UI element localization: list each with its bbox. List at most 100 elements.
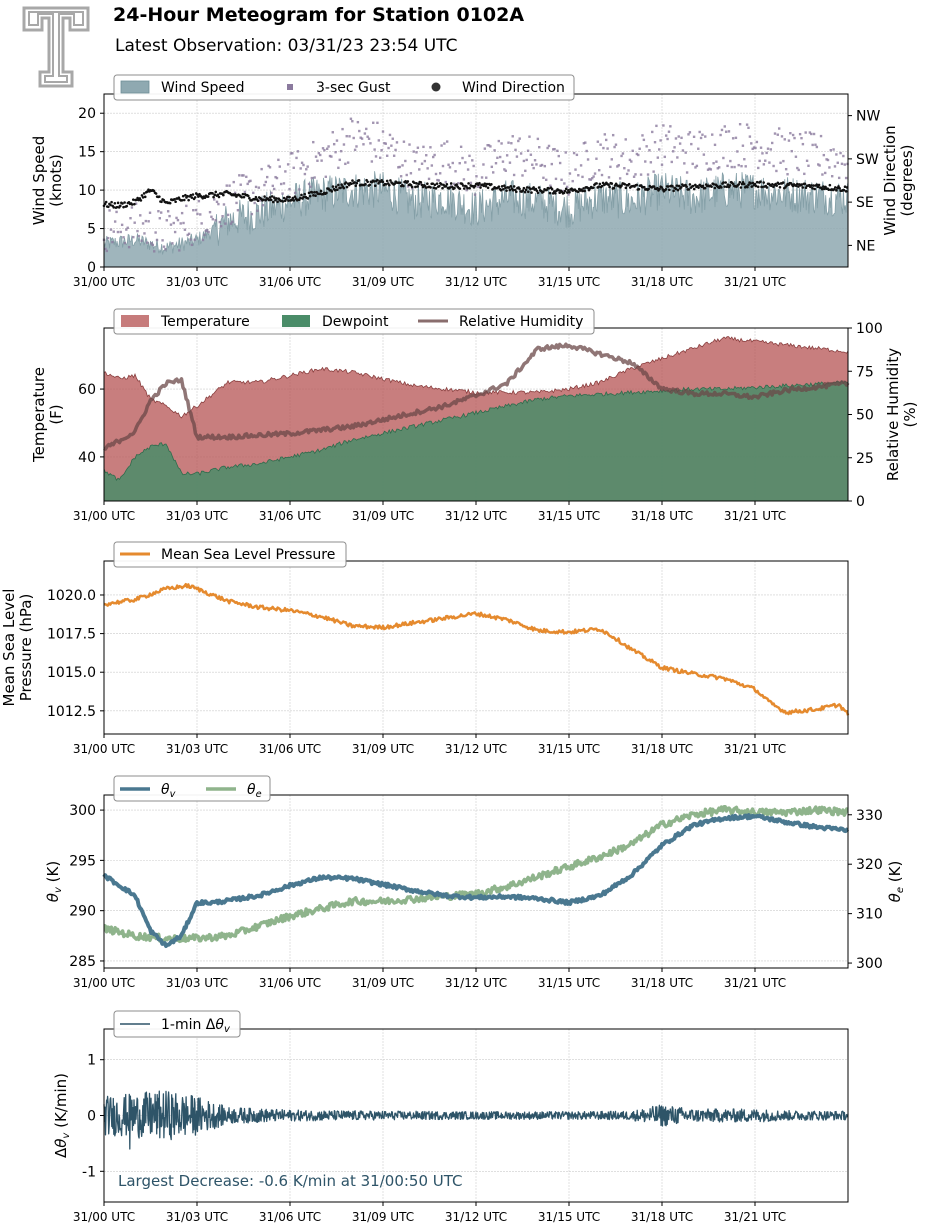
gust-point bbox=[637, 153, 640, 157]
x-tick-label: 31/06 UTC bbox=[259, 976, 321, 990]
gust-point bbox=[183, 228, 187, 231]
gust-point bbox=[458, 162, 461, 165]
wind-direction-point bbox=[694, 183, 697, 187]
chart-legend: Wind Speed 3-sec Gust Wind Direction bbox=[113, 74, 575, 101]
legend-swatch-gust bbox=[287, 84, 293, 90]
theta-v-line bbox=[102, 813, 850, 948]
gust-point bbox=[408, 143, 411, 146]
gust-point bbox=[444, 180, 447, 184]
y2-tick-label: 0 bbox=[856, 494, 865, 510]
gust-point bbox=[272, 187, 276, 191]
wind-direction-point bbox=[393, 182, 397, 185]
wind-direction-point bbox=[180, 198, 184, 202]
gust-point bbox=[737, 163, 740, 167]
gust-point bbox=[695, 164, 699, 168]
gust-point bbox=[207, 230, 210, 234]
gust-point bbox=[199, 213, 202, 216]
gust-point bbox=[447, 163, 450, 166]
gust-point bbox=[715, 160, 718, 163]
gust-point bbox=[215, 200, 219, 204]
wind-panel: 31/00 UTC 31/03 UTC 31/06 UTC 31/09 UTC 31/1… bbox=[30, 74, 916, 289]
wind-direction-point bbox=[211, 192, 214, 195]
gust-point bbox=[250, 212, 254, 216]
gust-point bbox=[507, 141, 510, 144]
gust-point bbox=[776, 133, 779, 136]
wind-direction-point bbox=[479, 186, 482, 189]
gust-point bbox=[681, 149, 685, 152]
gust-point bbox=[837, 176, 841, 180]
gust-point bbox=[136, 229, 139, 233]
wind-direction-point bbox=[410, 185, 414, 189]
wind-direction-point bbox=[154, 192, 158, 195]
gust-point bbox=[399, 175, 403, 178]
wind-direction-point bbox=[138, 197, 142, 200]
x-tick-label: 31/12 UTC bbox=[445, 976, 507, 990]
gust-point bbox=[482, 163, 485, 166]
wind-direction-point bbox=[811, 186, 814, 190]
wind-direction-point bbox=[406, 180, 410, 183]
y2-tick-label: 25 bbox=[856, 451, 874, 467]
wind-direction-point bbox=[724, 181, 728, 184]
pressure-line bbox=[103, 582, 850, 716]
y-axis-label-text: θv (K) bbox=[44, 861, 64, 902]
wind-direction-point bbox=[647, 187, 650, 191]
page-title: 24-Hour Meteogram for Station 0102A bbox=[113, 4, 525, 26]
gust-point bbox=[646, 173, 650, 176]
gust-point bbox=[660, 163, 664, 166]
wind-direction-point bbox=[333, 188, 337, 192]
gust-point bbox=[821, 173, 824, 176]
gust-point bbox=[369, 142, 372, 145]
wind-direction-point bbox=[413, 181, 416, 185]
gust-point bbox=[698, 130, 701, 134]
wind-direction-point bbox=[433, 183, 437, 187]
gust-point bbox=[224, 222, 227, 225]
gust-point bbox=[493, 149, 496, 152]
wind-direction-point bbox=[177, 196, 181, 200]
x-tick-label: 31/06 UTC bbox=[259, 1210, 321, 1224]
wind-direction-point bbox=[347, 183, 351, 187]
wind-direction-point bbox=[448, 186, 452, 189]
gust-point bbox=[556, 149, 559, 153]
wind-direction-point bbox=[739, 186, 743, 189]
wind-direction-point bbox=[186, 194, 189, 198]
wind-direction-point bbox=[256, 199, 260, 203]
gust-point bbox=[105, 249, 108, 253]
gust-point bbox=[151, 243, 155, 247]
wind-direction-point bbox=[206, 195, 210, 198]
wind-direction-point bbox=[507, 186, 511, 189]
wind-direction-point bbox=[146, 190, 149, 193]
wind-direction-point bbox=[184, 193, 187, 197]
gust-point bbox=[628, 158, 632, 162]
legend-frame bbox=[113, 541, 347, 568]
gust-point bbox=[549, 184, 552, 187]
wind-direction-point bbox=[503, 184, 506, 187]
gust-point bbox=[777, 127, 781, 130]
gust-point bbox=[790, 149, 793, 153]
wind-direction-point bbox=[372, 180, 376, 183]
gust-point bbox=[644, 160, 647, 163]
gust-point bbox=[666, 137, 669, 141]
y-axis-label: Temperature(F) bbox=[30, 367, 65, 463]
gust-point bbox=[232, 180, 235, 184]
gust-point bbox=[625, 172, 629, 176]
gust-point bbox=[413, 159, 417, 163]
wind-direction-point bbox=[844, 190, 848, 193]
wind-direction-point bbox=[307, 191, 311, 195]
gust-point bbox=[667, 130, 671, 133]
gust-point bbox=[259, 199, 262, 202]
gust-point bbox=[289, 152, 293, 155]
wind-direction-point bbox=[672, 189, 675, 193]
wind-direction-point bbox=[557, 188, 560, 192]
y-tick-label: -1 bbox=[82, 1164, 96, 1180]
gust-point bbox=[457, 182, 460, 185]
wind-direction-point bbox=[512, 185, 516, 188]
gust-point bbox=[461, 156, 464, 160]
wind-direction-point bbox=[143, 195, 147, 199]
wind-direction-point bbox=[761, 185, 764, 189]
gust-point bbox=[571, 179, 574, 183]
gust-point bbox=[231, 220, 234, 224]
wind-direction-point bbox=[420, 183, 424, 187]
gust-point bbox=[440, 144, 443, 147]
gust-point bbox=[639, 173, 643, 176]
wind-direction-point bbox=[737, 183, 741, 186]
